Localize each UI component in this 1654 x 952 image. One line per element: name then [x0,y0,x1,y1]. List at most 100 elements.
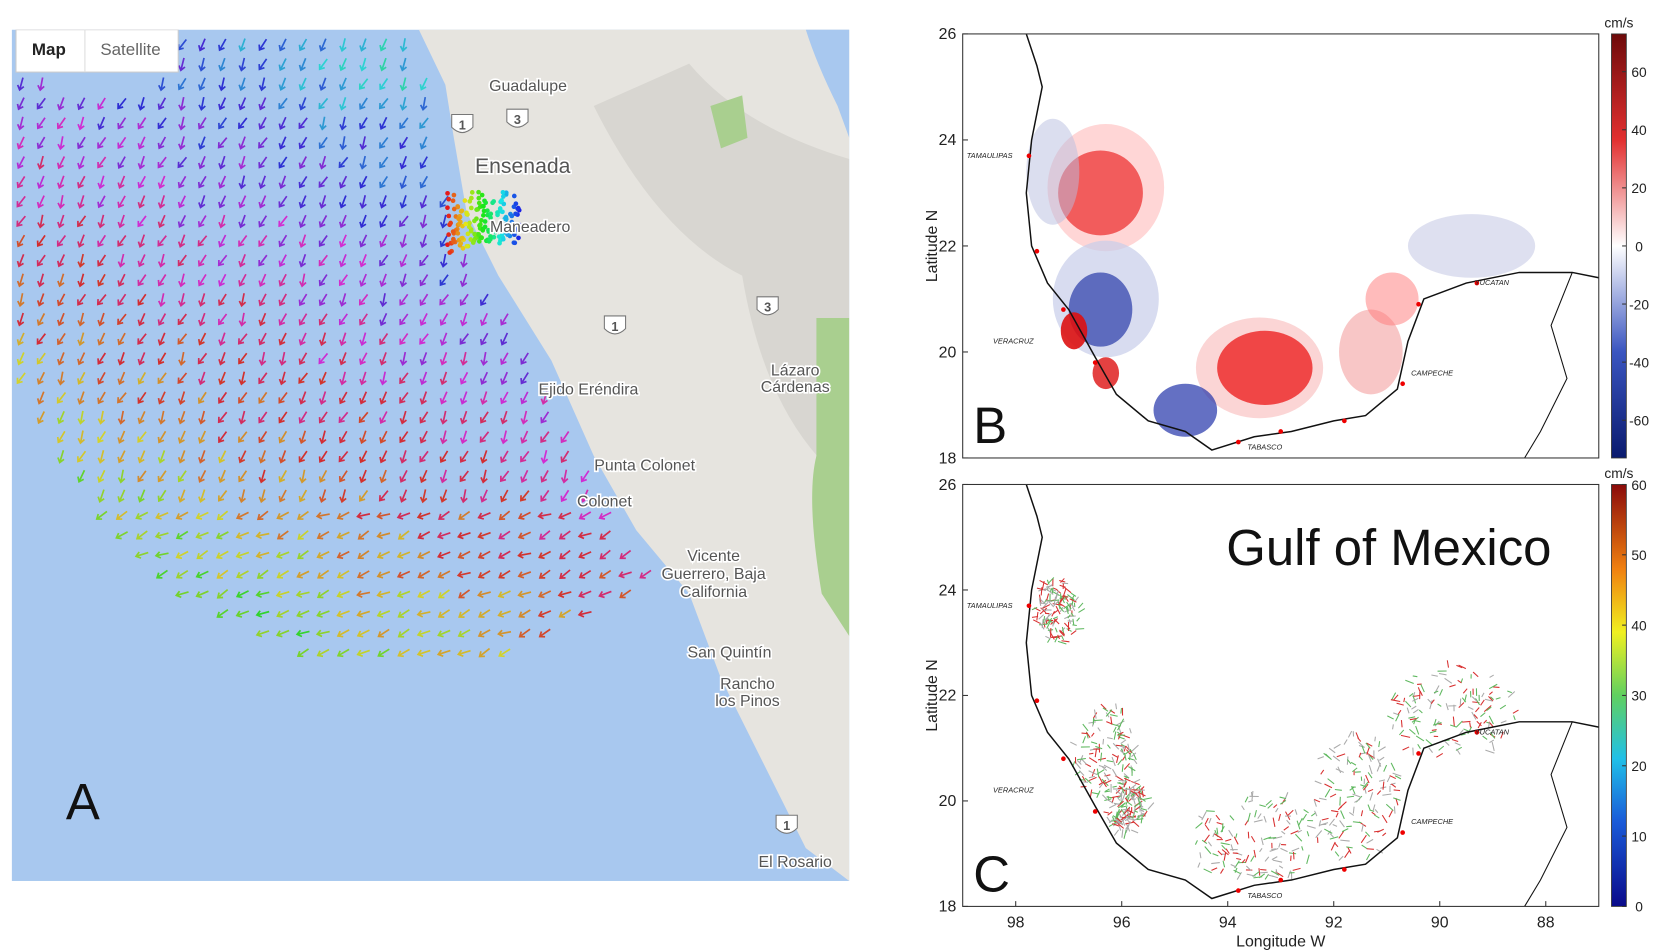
velocity-vector [1221,823,1224,832]
current-arrow [399,77,408,92]
satellite-button[interactable]: Satellite [100,40,160,59]
current-dot [474,207,479,212]
velocity-vector [1088,752,1094,755]
current-arrow [238,155,246,170]
velocity-vector [1126,809,1134,814]
velocity-vector [1253,819,1263,823]
current-arrow [299,273,307,288]
current-arrow [459,371,469,385]
velocity-vector [1283,826,1290,831]
current-arrow [198,410,206,425]
map-title: Gulf of Mexico [1226,519,1551,576]
current-dot [467,220,472,226]
current-arrow [439,332,448,346]
velocity-vector [1366,838,1374,844]
current-arrow [197,332,207,346]
velocity-vector [1105,709,1113,717]
current-arrow [275,551,290,559]
current-arrow [419,313,428,327]
current-arrow [419,430,428,444]
velocity-vector [1411,705,1417,710]
current-arrow [137,117,147,130]
current-arrow [439,391,448,405]
velocity-vector [1061,640,1070,643]
velocity-vector [1467,726,1473,735]
current-arrow [359,450,368,464]
current-arrow [258,195,267,209]
radar-site [1235,439,1241,445]
current-arrow [399,489,408,503]
current-arrow [178,57,186,72]
velocity-vector [1481,692,1485,698]
place-label: los Pinos [715,693,780,710]
velocity-vector [1120,743,1127,748]
current-arrow [238,195,247,209]
radar-site [1235,888,1241,893]
current-arrow [117,430,126,444]
current-arrow [36,293,45,307]
current-arrow [560,489,570,503]
current-arrow [295,629,310,638]
current-arrow [478,647,491,658]
velocity-vector [1223,852,1227,861]
current-arrow [117,175,126,190]
velocity-vector [1271,848,1276,851]
current-arrow [137,391,147,404]
velocity-vector [1428,747,1433,753]
current-arrow [16,77,25,92]
velocity-vector [1038,614,1044,620]
current-arrow [235,511,249,520]
current-arrow [57,175,65,190]
current-dot [465,231,471,237]
map-button[interactable]: Map [32,40,66,59]
current-arrow [137,371,147,385]
current-arrow [77,332,85,347]
current-arrow [218,214,226,229]
current-arrow [537,590,552,599]
current-arrow [238,254,246,268]
current-dot [474,216,479,222]
velocity-vector [1096,790,1101,798]
current-arrow [318,274,328,287]
current-arrow [97,371,106,385]
current-dot [462,198,468,203]
velocity-vector [1060,578,1065,583]
velocity-vector [1031,606,1038,611]
current-dot [512,240,518,246]
velocity-vector [1203,834,1210,843]
velocity-vector [1221,849,1229,856]
current-arrow [379,352,387,366]
current-dot [446,213,452,219]
current-arrow [255,630,270,638]
current-arrow [177,77,187,91]
current-arrow [399,431,409,444]
current-arrow [97,430,107,444]
velocity-vector [1123,763,1130,770]
current-arrow [196,549,209,560]
velocity-vector [1124,815,1134,822]
velocity-vector [1275,807,1279,813]
velocity-vector [1385,803,1394,812]
velocity-vector [1396,702,1404,706]
current-arrow [359,371,367,386]
velocity-vector [1259,871,1268,874]
velocity-vector [1128,766,1136,772]
current-arrow [538,569,551,579]
velocity-vector [1120,792,1123,801]
current-arrow [560,431,570,444]
radar-site [1034,248,1040,254]
velocity-vector [1098,776,1103,783]
velocity-vector [1483,705,1492,712]
current-arrow [379,450,388,464]
current-arrow [137,333,147,345]
velocity-vector [1264,856,1270,862]
current-arrow [198,293,206,307]
current-arrow [520,391,529,405]
current-arrow [396,590,411,599]
velocity-vector [1124,813,1129,819]
velocity-vector [1301,846,1304,851]
current-arrow [359,254,367,268]
velocity-vector [1500,720,1507,724]
velocity-vector [1338,830,1345,839]
current-arrow [298,234,307,248]
